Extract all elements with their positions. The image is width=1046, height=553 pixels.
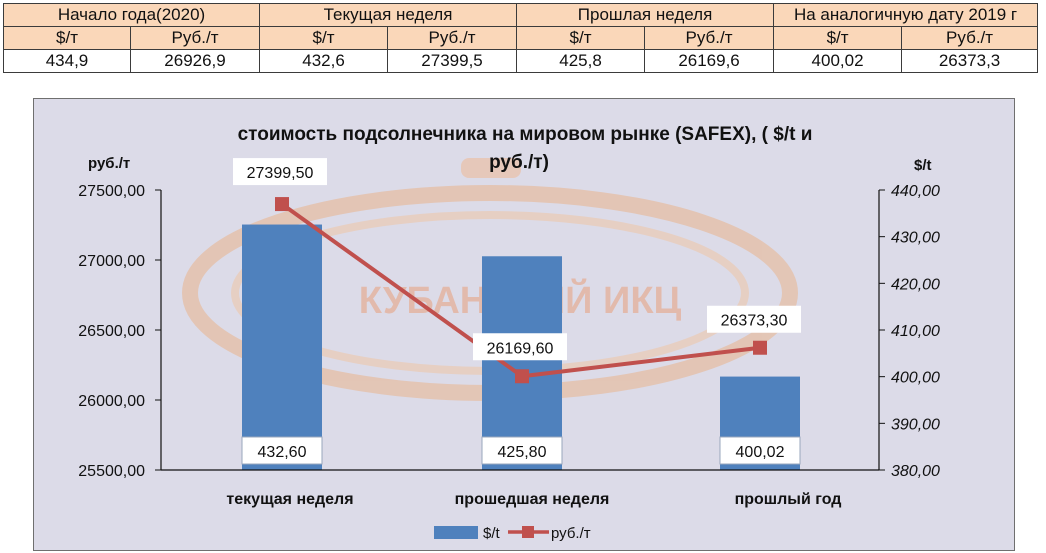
right-tick-label: 440,00 bbox=[891, 183, 940, 200]
bar-label-box bbox=[481, 436, 563, 465]
value-cell: 26169,6 bbox=[644, 49, 775, 73]
line-series bbox=[275, 197, 767, 384]
bar-value-label: 425,80 bbox=[498, 444, 547, 461]
line-value-label: 26169,60 bbox=[487, 340, 554, 357]
line-value-label: 27399,50 bbox=[247, 165, 314, 182]
line-value-label: 26373,30 bbox=[721, 313, 788, 330]
right-axis-ticks: 380,00 390,00 400,00 410,00 420,00 430,00 440,… bbox=[879, 183, 940, 480]
subheader-rub: Руб./т bbox=[387, 26, 518, 50]
bar bbox=[242, 224, 322, 470]
legend-bar-swatch bbox=[434, 526, 478, 539]
bar-label-box bbox=[719, 436, 801, 465]
value-cell: 400,02 bbox=[773, 49, 903, 73]
left-axis-title: руб./т bbox=[88, 155, 130, 172]
right-tick-label: 380,00 bbox=[891, 463, 940, 480]
bar-value-label: 432,60 bbox=[258, 444, 307, 461]
right-tick-label: 410,00 bbox=[891, 323, 940, 340]
bar-data-labels: 432,60 425,80 400,02 bbox=[241, 436, 801, 465]
bar-label-box bbox=[241, 436, 323, 465]
subheader-rub: Руб./т bbox=[129, 26, 261, 50]
legend: $/t руб./т bbox=[434, 525, 591, 542]
chart-title-line-2: руб./т) bbox=[489, 152, 549, 173]
subheader-usd: $/т bbox=[516, 26, 646, 50]
left-tick-label: 27000,00 bbox=[78, 253, 145, 270]
right-tick-label: 420,00 bbox=[891, 276, 940, 293]
left-tick-label: 26000,00 bbox=[78, 393, 145, 410]
line-label-box bbox=[707, 305, 801, 333]
group-header-same-date-2019: На аналогичную дату 2019 г bbox=[773, 3, 1039, 27]
category-label: прошлый год bbox=[735, 491, 842, 508]
value-cell: 425,8 bbox=[516, 49, 646, 73]
line-label-box bbox=[233, 158, 327, 186]
subheader-usd: $/т bbox=[773, 26, 903, 50]
category-labels: текущая неделя прошедшая неделя прошлый го… bbox=[226, 491, 841, 508]
left-tick-label: 26500,00 bbox=[78, 323, 145, 340]
bar-value-label: 400,02 bbox=[736, 444, 785, 461]
category-label: текущая неделя bbox=[226, 491, 353, 508]
left-axis-ticks: 25500,00 26000,00 26500,00 27000,00 27500,00 bbox=[78, 183, 161, 480]
legend-line-marker bbox=[522, 526, 534, 538]
right-tick-label: 430,00 bbox=[891, 230, 940, 247]
right-tick-label: 390,00 bbox=[891, 416, 940, 433]
line-point bbox=[515, 369, 529, 384]
legend-bar-label: $/t bbox=[483, 525, 501, 542]
group-header-previous-week: Прошлая неделя bbox=[516, 3, 775, 27]
left-tick-label: 27500,00 bbox=[78, 183, 145, 200]
subheader-rub: Руб./т bbox=[644, 26, 775, 50]
line-point bbox=[753, 340, 767, 355]
value-cell: 432,6 bbox=[259, 49, 389, 73]
left-tick-label: 25500,00 bbox=[78, 463, 145, 480]
subheader-usd: $/т bbox=[259, 26, 389, 50]
chart-title-line-1: стоимость подсолнечника на мировом рынке… bbox=[238, 124, 813, 145]
category-label: прошедшая неделя bbox=[455, 491, 610, 508]
subheader-usd: $/т bbox=[3, 26, 131, 50]
group-header-current-week: Текущая неделя bbox=[259, 3, 518, 27]
line-label-box bbox=[473, 333, 567, 361]
price-summary-table: Начало года(2020) Текущая неделя Прошлая… bbox=[2, 3, 1039, 73]
legend-line-label: руб./т bbox=[551, 525, 591, 542]
value-cell: 26926,9 bbox=[129, 49, 261, 73]
value-cell: 434,9 bbox=[3, 49, 131, 73]
right-axis-title: $/t bbox=[914, 157, 932, 174]
price-chart: КУБАНСКИЙ ИКЦ стоимость подсолнечника на… bbox=[33, 98, 1015, 551]
value-cell: 27399,5 bbox=[387, 49, 518, 73]
right-tick-label: 400,00 bbox=[891, 370, 940, 387]
line-point bbox=[275, 197, 289, 212]
value-cell: 26373,3 bbox=[901, 49, 1039, 73]
group-header-year-start: Начало года(2020) bbox=[2, 3, 261, 27]
subheader-rub: Руб./т bbox=[901, 26, 1039, 50]
line-data-labels: 27399,50 26169,60 26373,30 bbox=[233, 158, 801, 361]
bar bbox=[482, 256, 562, 470]
